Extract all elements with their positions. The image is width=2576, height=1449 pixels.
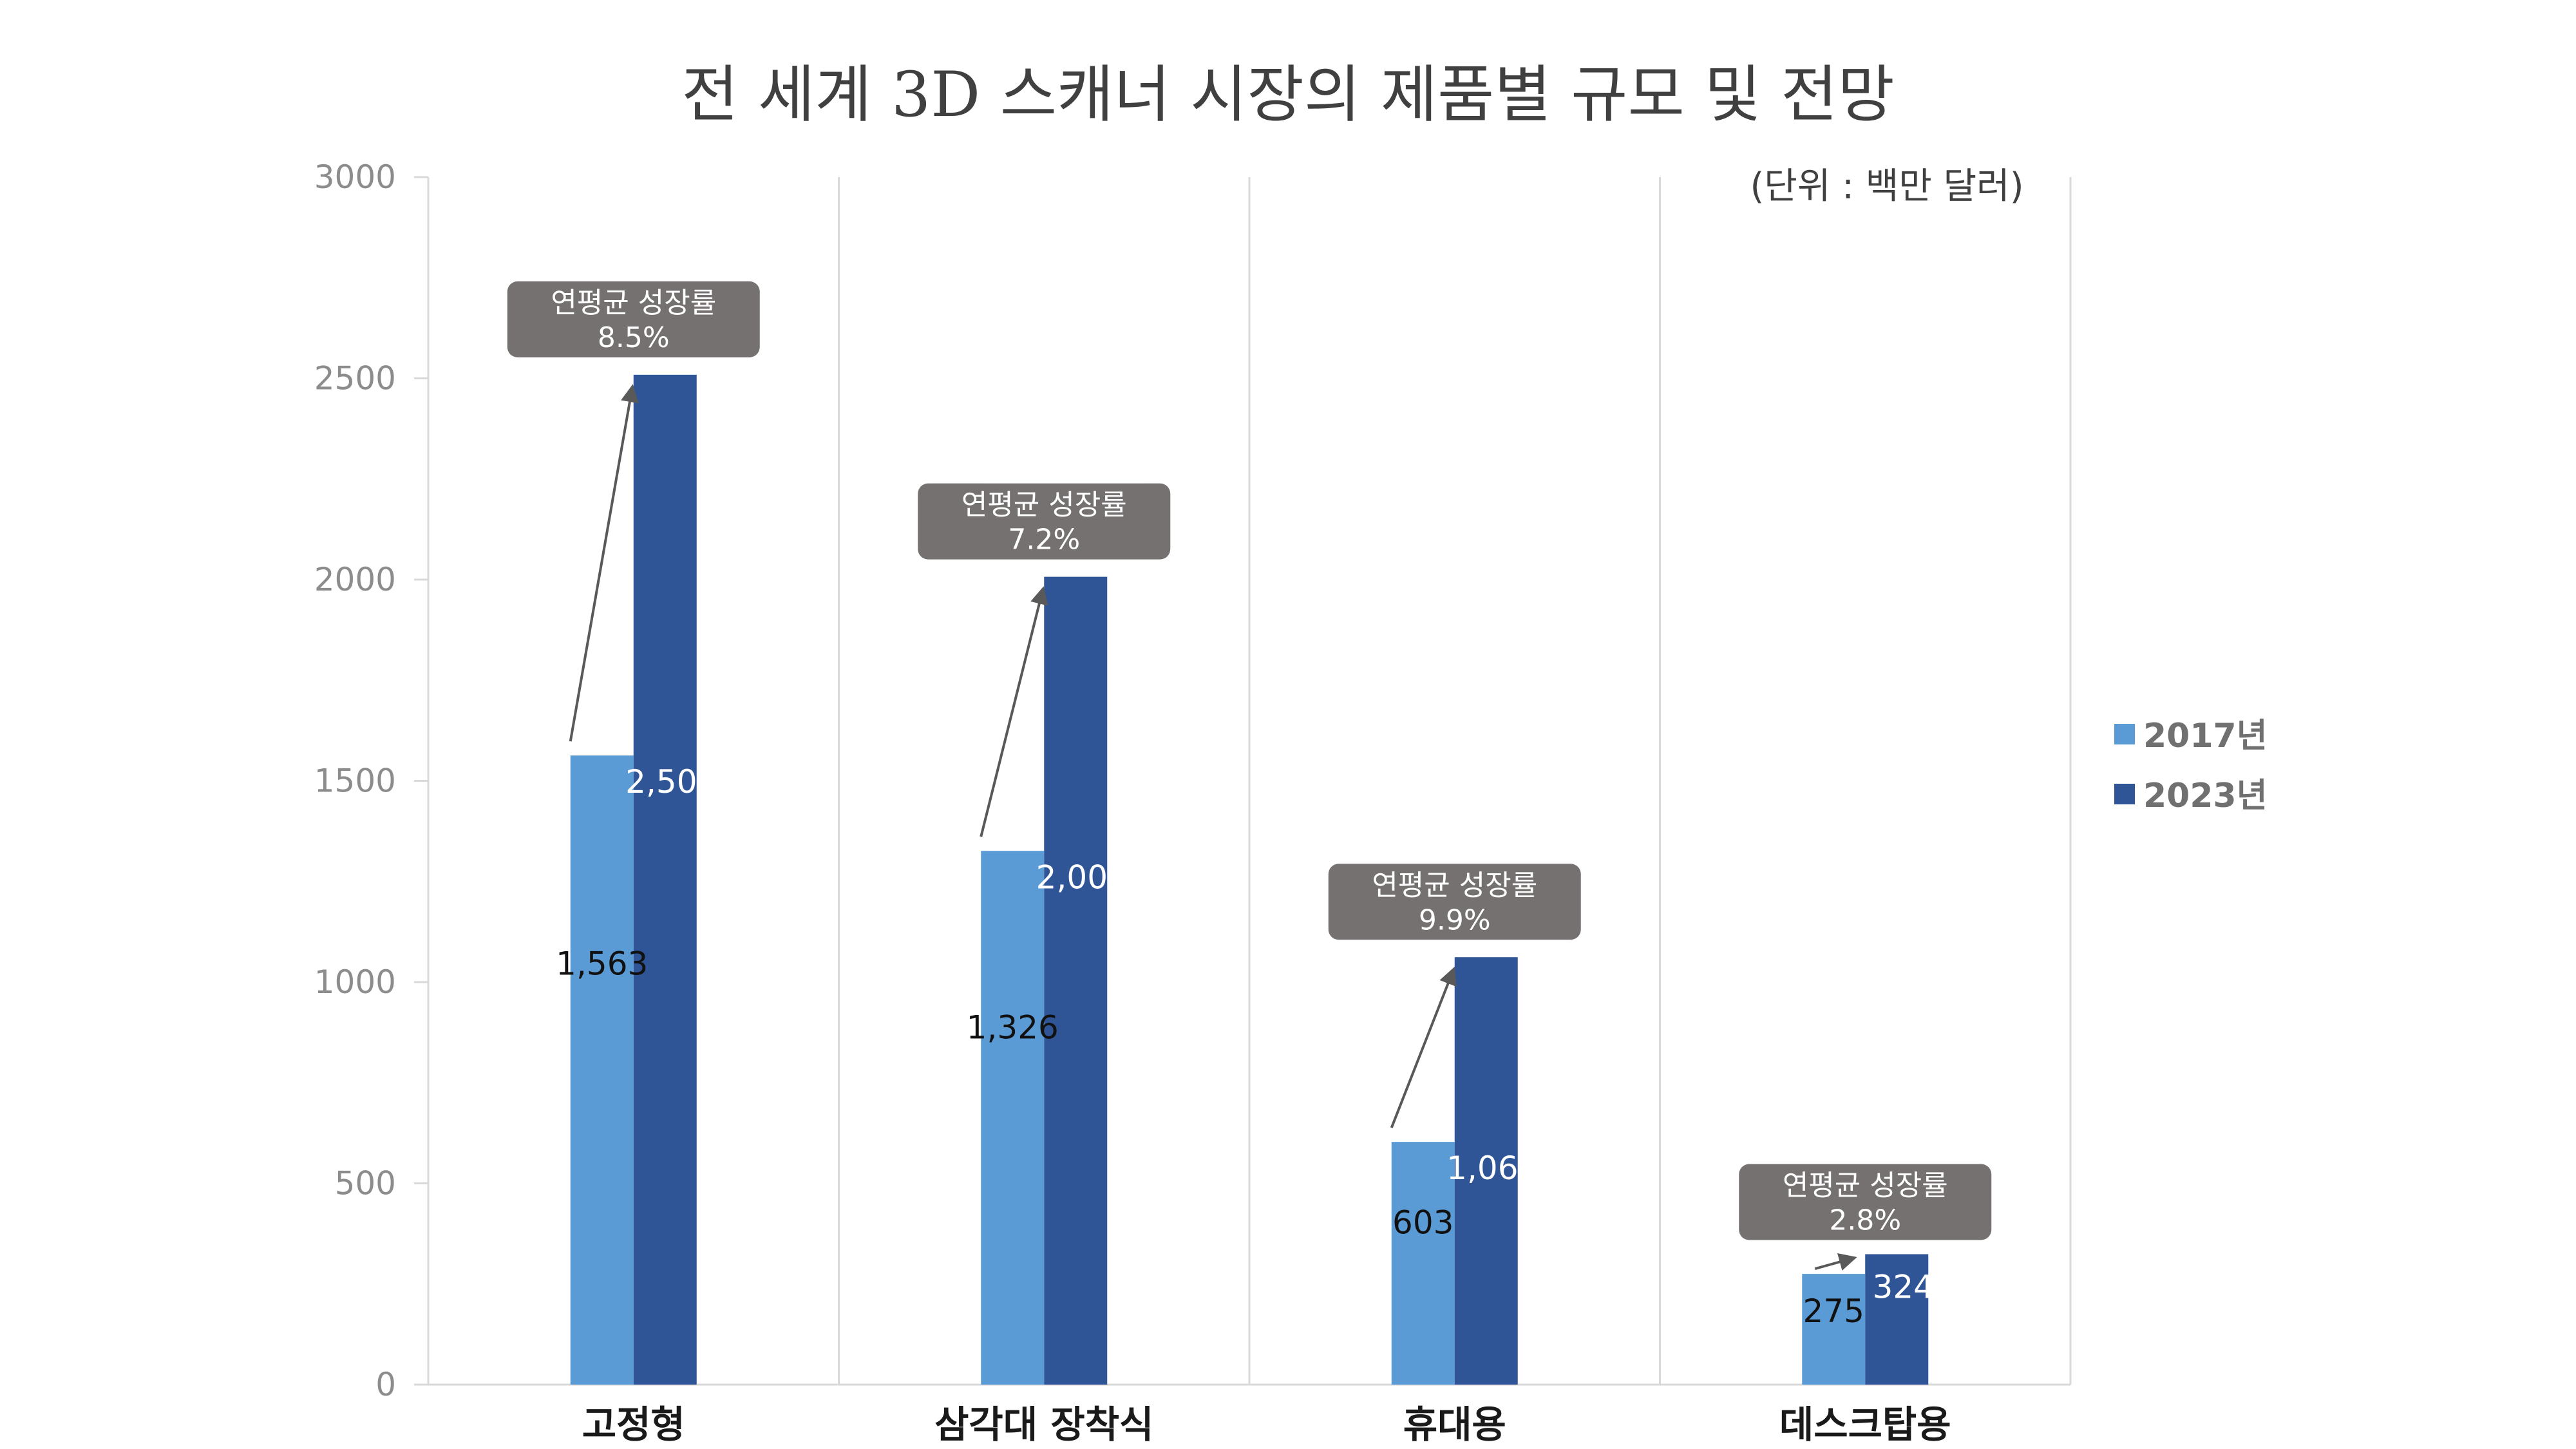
category-label: 삼각대 장착식 bbox=[934, 1403, 1153, 1446]
bar-2023 bbox=[633, 374, 697, 1385]
bar-2023 bbox=[1454, 957, 1518, 1385]
data-label-2017: 1,326 bbox=[967, 1009, 1059, 1046]
legend-swatch bbox=[2114, 784, 2135, 804]
annotation-box bbox=[507, 281, 760, 357]
data-label-2023: 2,007 bbox=[1036, 858, 1128, 896]
y-tick-label: 0 bbox=[375, 1366, 396, 1403]
y-tick-label: 3000 bbox=[314, 158, 396, 196]
category-label: 데스크탑용 bbox=[1779, 1403, 1951, 1446]
growth-arrow bbox=[569, 384, 639, 742]
y-tick-label: 1000 bbox=[314, 963, 396, 1001]
bar-2017 bbox=[1802, 1274, 1866, 1385]
annotation-box bbox=[1328, 864, 1581, 940]
bar-2017 bbox=[570, 755, 634, 1385]
legend-swatch bbox=[2114, 724, 2135, 744]
legend-label: 2023년 bbox=[2143, 777, 2268, 815]
category-label: 고정형 bbox=[582, 1403, 685, 1446]
data-label-2017: 603 bbox=[1392, 1204, 1454, 1241]
bar-2017 bbox=[1391, 1142, 1455, 1385]
category-label: 휴대용 bbox=[1403, 1403, 1506, 1446]
chart-title: 전 세계 3D 스캐너 시장의 제품별 규모 및 전망 bbox=[681, 59, 1895, 131]
bar-2017 bbox=[981, 851, 1045, 1385]
y-tick-label: 500 bbox=[335, 1165, 396, 1202]
growth-arrow bbox=[1390, 967, 1457, 1128]
annotation-rate: 9.9% bbox=[1419, 904, 1491, 936]
annotation-box bbox=[918, 483, 1171, 560]
annotation-title: 연평균 성장률 bbox=[1372, 869, 1537, 902]
legend: 2017년 2023년 bbox=[2114, 717, 2268, 815]
annotation-title: 연평균 성장률 bbox=[961, 489, 1127, 522]
annotation-box bbox=[1739, 1164, 1992, 1240]
data-label-2023: 324 bbox=[1873, 1269, 1934, 1306]
bar-2023 bbox=[1044, 576, 1108, 1385]
unit-note: (단위 : 백만 달러) bbox=[1750, 166, 2023, 207]
legend-label: 2017년 bbox=[2143, 717, 2268, 755]
x-axis: 고정형 삼각대 장착식 휴대용 데스크탑용 bbox=[582, 1403, 1951, 1446]
data-label-2017: 275 bbox=[1803, 1293, 1864, 1330]
y-tick-label: 2000 bbox=[314, 561, 396, 598]
growth-arrow bbox=[980, 586, 1048, 837]
bars bbox=[570, 374, 1929, 1385]
y-tick-label: 1500 bbox=[314, 762, 396, 800]
y-tick-label: 2500 bbox=[314, 360, 396, 397]
data-label-2023: 1,062 bbox=[1446, 1150, 1539, 1187]
annotation-rate: 2.8% bbox=[1829, 1204, 1901, 1237]
data-label-2017: 1,563 bbox=[556, 945, 648, 982]
growth-arrow bbox=[1814, 1253, 1857, 1271]
bar-2023 bbox=[1865, 1254, 1929, 1385]
annotation-title: 연평균 성장률 bbox=[1783, 1170, 1948, 1202]
annotation-rate: 7.2% bbox=[1008, 524, 1080, 556]
annotation-title: 연평균 성장률 bbox=[551, 287, 716, 319]
annotation-rate: 8.5% bbox=[598, 321, 670, 354]
y-axis: 0 500 1000 1500 2000 2500 3000 bbox=[314, 158, 428, 1403]
data-label-2023: 2,509 bbox=[625, 763, 717, 800]
